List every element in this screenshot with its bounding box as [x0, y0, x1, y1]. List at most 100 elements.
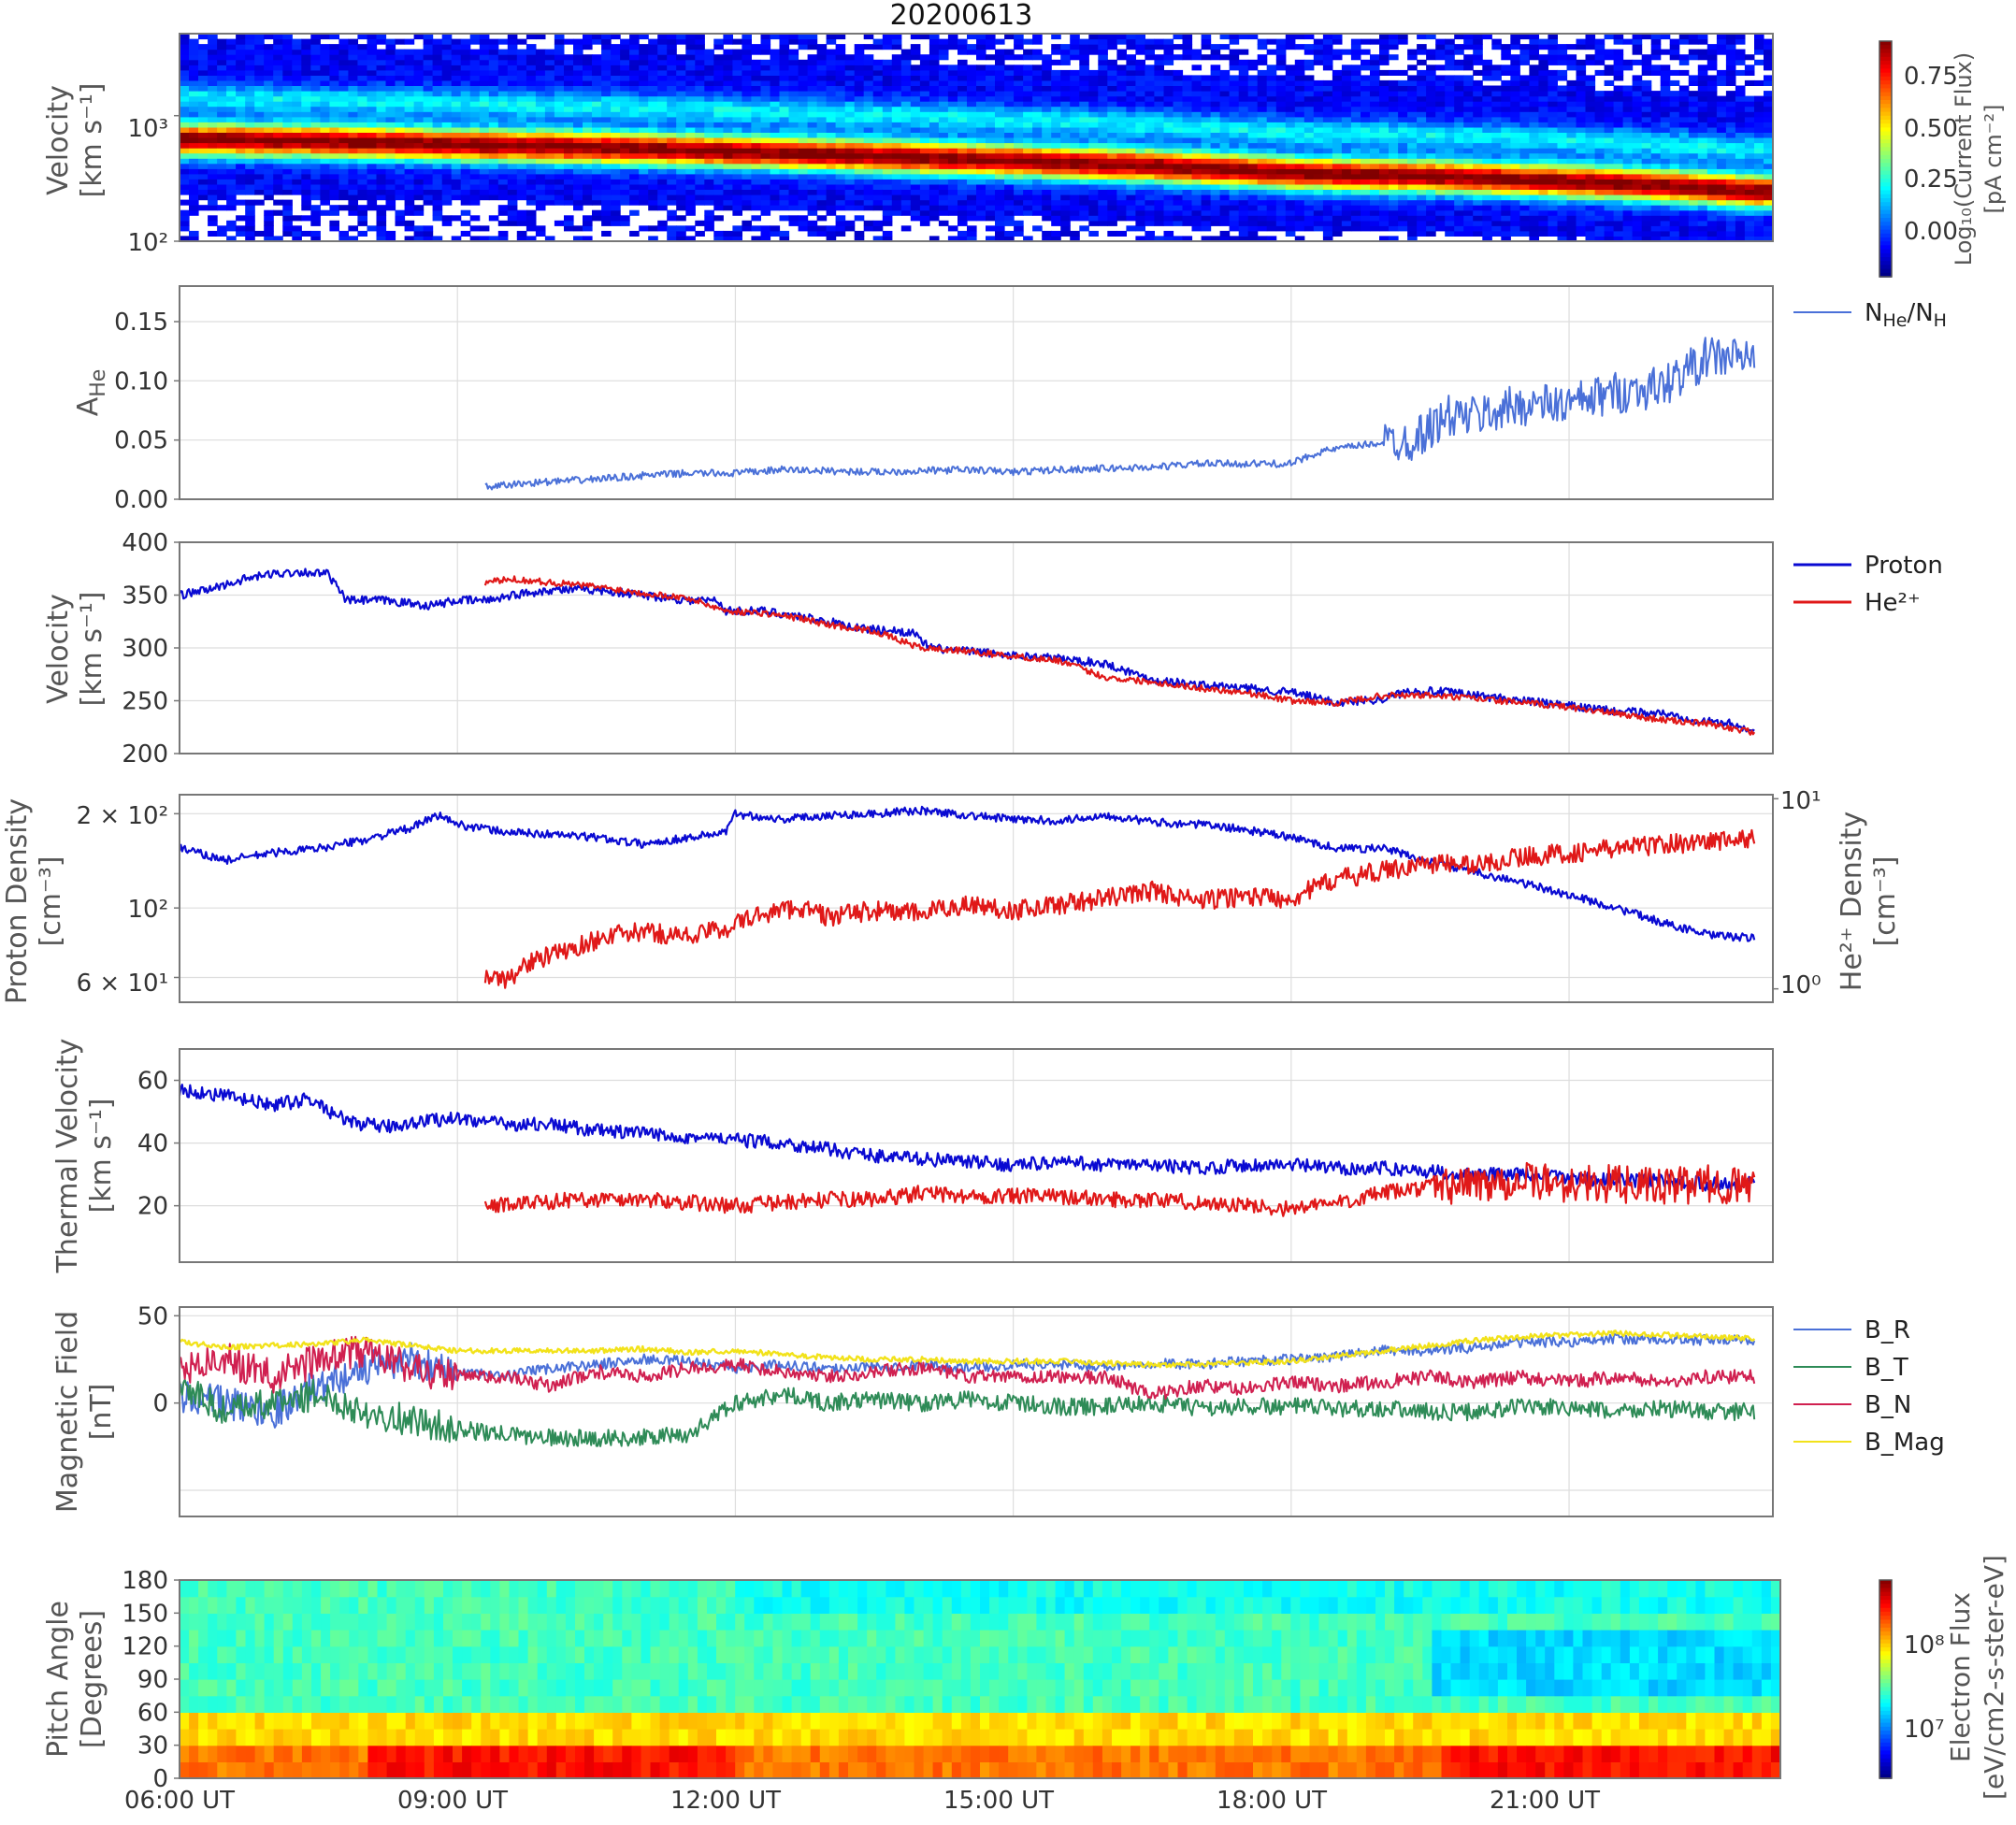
- spectrogram-cell: [938, 79, 949, 86]
- spectrogram-cell: [826, 230, 837, 237]
- spectrogram-cell: [1454, 220, 1464, 226]
- spectrogram-cell: [1294, 205, 1305, 211]
- spectrogram-cell: [1303, 75, 1315, 81]
- spectrogram-cell: [1004, 34, 1015, 40]
- spectrogram-cell: [245, 137, 255, 144]
- spectrogram-cell: [1361, 189, 1371, 195]
- spectrogram-cell: [1463, 122, 1474, 128]
- spectrogram-cell: [554, 220, 565, 226]
- spectrogram-cell: [1407, 205, 1418, 211]
- spectrogram-cell: [891, 173, 902, 180]
- spectrogram-cell: [826, 122, 837, 128]
- spectrogram-cell: [910, 106, 921, 112]
- spectrogram-cell: [938, 126, 949, 133]
- spectrogram-cell: [535, 122, 546, 128]
- spectrogram-cell: [1014, 95, 1024, 102]
- spectrogram-cell: [723, 54, 733, 61]
- spectrogram-cell: [217, 163, 227, 169]
- spectrogram-cell: [348, 49, 358, 55]
- spectrogram-cell: [1219, 34, 1231, 40]
- spectrogram-cell: [583, 183, 593, 190]
- spectrogram-cell: [1107, 148, 1117, 154]
- spectrogram-cell: [863, 79, 874, 86]
- spectrogram-cell: [798, 205, 809, 211]
- spectrogram-cell: [554, 75, 565, 81]
- spectrogram-cell: [1098, 116, 1108, 122]
- spectrogram-cell: [1473, 54, 1483, 61]
- spectrogram-cell: [1219, 179, 1231, 185]
- spectrogram-cell: [1098, 194, 1108, 201]
- spectrogram-cell: [1445, 220, 1455, 226]
- spectrogram-cell: [1322, 205, 1333, 211]
- spectrogram-cell: [1004, 163, 1015, 169]
- spectrogram-cell: [1014, 44, 1024, 50]
- spectrogram-cell: [1060, 111, 1071, 118]
- spectrogram-cell: [198, 59, 209, 65]
- spectrogram-cell: [573, 59, 583, 65]
- spectrogram-cell: [1229, 173, 1240, 180]
- spectrogram-cell: [1257, 95, 1268, 102]
- spectrogram-cell: [264, 209, 274, 216]
- spectrogram-cell: [254, 111, 265, 118]
- spectrogram-cell: [338, 179, 349, 185]
- spectrogram-cell: [310, 158, 321, 165]
- spectrogram-cell: [713, 194, 724, 201]
- spectrogram-cell: [423, 132, 434, 138]
- spectrogram-cell: [816, 225, 828, 232]
- spectrogram-cell: [497, 189, 509, 195]
- spectrogram-cell: [245, 59, 255, 65]
- spectrogram-cell: [1182, 126, 1193, 133]
- spectrogram-cell: [1491, 194, 1502, 201]
- spectrogram-cell: [1350, 209, 1361, 216]
- spectrogram-cell: [1454, 65, 1464, 71]
- spectrogram-cell: [1445, 79, 1455, 86]
- spectrogram-cell: [245, 199, 255, 206]
- spectrogram-cell: [479, 158, 490, 165]
- spectrogram-cell: [469, 142, 481, 149]
- spectrogram-cell: [779, 75, 790, 81]
- spectrogram-cell: [1454, 158, 1464, 165]
- spectrogram-cell: [958, 49, 968, 55]
- spectrogram-cell: [1210, 106, 1221, 112]
- spectrogram-cell: [835, 137, 846, 144]
- spectrogram-cell: [986, 137, 996, 144]
- spectrogram-cell: [282, 69, 293, 76]
- spectrogram-cell: [497, 38, 509, 45]
- spectrogram-cell: [1361, 85, 1371, 92]
- spectrogram-cell: [751, 194, 761, 201]
- spectrogram-cell: [798, 148, 809, 154]
- spectrogram-cell: [1313, 225, 1324, 232]
- spectrogram-cell: [348, 54, 358, 61]
- spectrogram-cell: [516, 152, 527, 159]
- spectrogram-cell: [1454, 199, 1464, 206]
- spectrogram-cell: [995, 54, 1005, 61]
- spectrogram-cell: [910, 116, 921, 122]
- spectrogram-cell: [1219, 137, 1231, 144]
- spectrogram-cell: [967, 132, 977, 138]
- spectrogram-cell: [423, 44, 434, 50]
- spectrogram-cell: [676, 199, 686, 206]
- spectrogram-cell: [779, 199, 790, 206]
- spectrogram-cell: [1294, 152, 1305, 159]
- spectrogram-cell: [788, 142, 799, 149]
- spectrogram-cell: [863, 106, 874, 112]
- spectrogram-cell: [367, 205, 378, 211]
- spectrogram-cell: [667, 132, 677, 138]
- spectrogram-cell: [620, 101, 630, 108]
- spectrogram-cell: [1247, 230, 1259, 237]
- spectrogram-cell: [1417, 148, 1427, 154]
- spectrogram-cell: [770, 59, 781, 65]
- spectrogram-cell: [1379, 44, 1390, 50]
- spectrogram-cell: [807, 168, 818, 175]
- spectrogram-cell: [1501, 225, 1511, 232]
- spectrogram-cell: [469, 111, 481, 118]
- spectrogram-cell: [770, 106, 781, 112]
- spectrogram-cell: [816, 95, 828, 102]
- spectrogram-cell: [872, 158, 884, 165]
- spectrogram-cell: [732, 75, 742, 81]
- spectrogram-cell: [583, 106, 593, 112]
- spectrogram-cell: [208, 183, 218, 190]
- spectrogram-cell: [1060, 116, 1071, 122]
- spectrogram-cell: [826, 101, 837, 108]
- spectrogram-cell: [395, 168, 406, 175]
